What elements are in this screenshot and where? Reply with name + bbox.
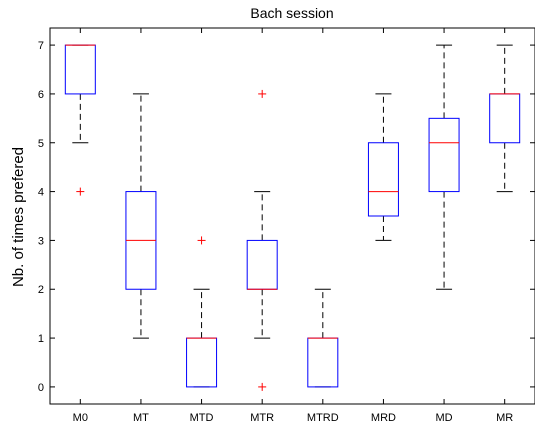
x-tick-label: MR — [496, 412, 513, 424]
x-tick-label: MD — [436, 412, 453, 424]
chart-title: Bach session — [250, 5, 333, 21]
axes-frame — [49, 27, 535, 405]
y-tick-label: 0 — [38, 382, 44, 394]
y-tick-label: 4 — [38, 187, 44, 199]
x-tick-label: MRD — [371, 412, 396, 424]
x-tick-label: M0 — [73, 412, 88, 424]
y-tick-label: 7 — [38, 40, 44, 52]
y-tick-label: 2 — [38, 284, 44, 296]
y-tick-label: 6 — [38, 89, 44, 101]
y-axis-label: Nb. of times prefered — [10, 147, 27, 287]
x-tick-label: MTR — [250, 412, 274, 424]
box-iqr — [428, 117, 460, 193]
y-tick-label: 5 — [38, 138, 44, 150]
plot-area: 0 1 2 3 4 5 6 7 M0 MT MTD MTR MTRD MRD MD MR — [38, 27, 535, 424]
y-tick-label: 3 — [38, 235, 44, 247]
x-tick-label: MTD — [190, 412, 214, 424]
x-tick-label: MT — [133, 412, 149, 424]
box-iqr — [367, 142, 399, 217]
y-tick-label: 1 — [38, 333, 44, 345]
x-tick-label: MTRD — [307, 412, 339, 424]
